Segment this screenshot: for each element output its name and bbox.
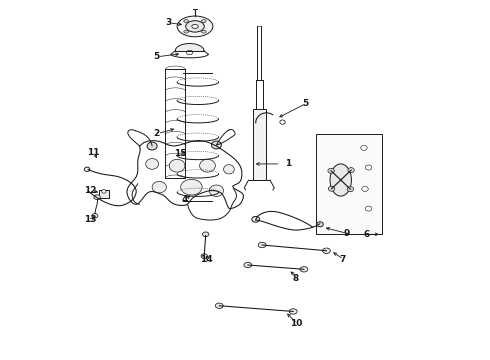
Text: 9: 9 bbox=[343, 229, 350, 238]
Ellipse shape bbox=[181, 179, 202, 195]
Ellipse shape bbox=[201, 254, 207, 258]
Text: 4: 4 bbox=[181, 195, 188, 204]
Ellipse shape bbox=[94, 195, 100, 199]
Text: 14: 14 bbox=[200, 255, 213, 264]
Bar bbox=[316, 134, 382, 234]
Ellipse shape bbox=[328, 186, 335, 191]
Ellipse shape bbox=[192, 24, 198, 28]
Ellipse shape bbox=[322, 248, 330, 253]
Ellipse shape bbox=[201, 20, 206, 23]
Text: 3: 3 bbox=[165, 18, 172, 27]
Ellipse shape bbox=[244, 262, 252, 268]
Text: 11: 11 bbox=[87, 148, 99, 157]
Ellipse shape bbox=[366, 165, 372, 170]
Ellipse shape bbox=[330, 164, 351, 196]
Ellipse shape bbox=[201, 30, 206, 33]
Text: 5: 5 bbox=[303, 99, 309, 108]
Bar bbox=[252, 109, 266, 180]
Ellipse shape bbox=[328, 168, 334, 173]
Text: 2: 2 bbox=[153, 129, 160, 138]
Text: 5: 5 bbox=[153, 52, 160, 61]
Bar bbox=[98, 190, 109, 198]
Ellipse shape bbox=[186, 50, 193, 55]
Text: 10: 10 bbox=[290, 319, 302, 328]
Ellipse shape bbox=[347, 187, 354, 192]
Text: 7: 7 bbox=[340, 255, 346, 264]
Ellipse shape bbox=[102, 190, 106, 193]
Text: 6: 6 bbox=[363, 230, 369, 239]
Ellipse shape bbox=[366, 206, 372, 211]
Text: 8: 8 bbox=[293, 274, 299, 283]
Ellipse shape bbox=[147, 142, 157, 150]
Text: 12: 12 bbox=[84, 186, 97, 195]
Ellipse shape bbox=[348, 168, 354, 173]
Ellipse shape bbox=[184, 30, 189, 33]
Ellipse shape bbox=[199, 159, 215, 172]
Ellipse shape bbox=[92, 213, 98, 218]
Ellipse shape bbox=[186, 21, 204, 32]
Ellipse shape bbox=[202, 232, 209, 237]
Ellipse shape bbox=[317, 222, 323, 227]
Text: 13: 13 bbox=[84, 215, 97, 224]
Ellipse shape bbox=[84, 167, 90, 171]
Ellipse shape bbox=[184, 20, 189, 23]
Ellipse shape bbox=[362, 186, 368, 192]
Ellipse shape bbox=[177, 16, 213, 37]
Ellipse shape bbox=[223, 165, 234, 174]
Ellipse shape bbox=[215, 303, 223, 309]
Ellipse shape bbox=[258, 242, 266, 248]
Ellipse shape bbox=[146, 158, 159, 169]
Ellipse shape bbox=[209, 185, 223, 197]
Ellipse shape bbox=[289, 309, 297, 314]
Ellipse shape bbox=[252, 216, 260, 222]
Text: 1: 1 bbox=[285, 159, 291, 168]
Ellipse shape bbox=[152, 181, 167, 193]
Ellipse shape bbox=[361, 145, 367, 150]
Ellipse shape bbox=[169, 159, 185, 172]
Ellipse shape bbox=[280, 120, 285, 124]
Ellipse shape bbox=[300, 267, 308, 272]
Ellipse shape bbox=[211, 141, 221, 149]
Text: 15: 15 bbox=[174, 149, 186, 158]
